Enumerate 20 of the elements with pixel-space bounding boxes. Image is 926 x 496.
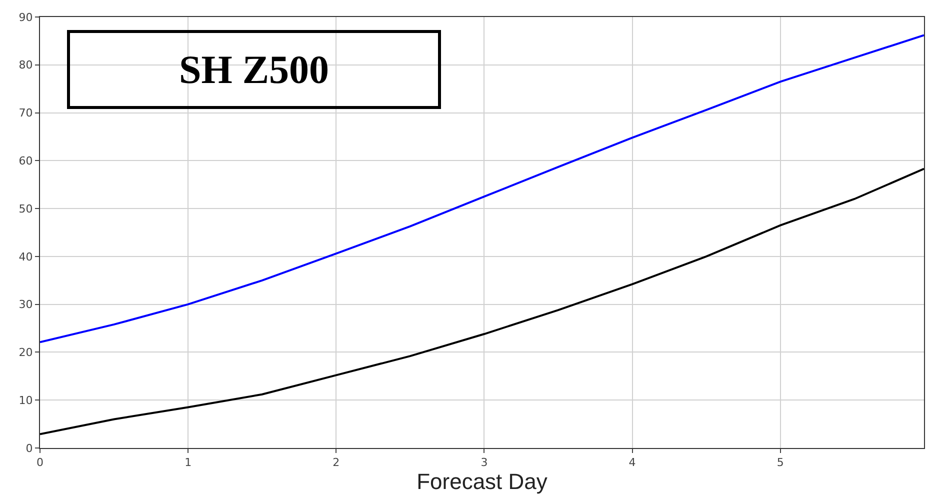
y-tick-label: 60 xyxy=(18,154,33,168)
y-tick-label: 50 xyxy=(18,202,33,216)
y-tick-label: 90 xyxy=(18,10,33,24)
y-tick-label: 20 xyxy=(18,346,33,360)
x-tick-label: 3 xyxy=(480,456,488,470)
x-tick-label: 2 xyxy=(332,456,340,470)
line-series xyxy=(40,34,924,344)
line-series xyxy=(40,168,924,436)
y-tick-label: 0 xyxy=(26,442,33,455)
x-tick-label: 0 xyxy=(36,456,44,470)
x-tick-label: 4 xyxy=(628,456,636,470)
x-tick-label: 5 xyxy=(776,456,784,470)
y-tick-label: 40 xyxy=(18,250,33,264)
x-tick-label: 1 xyxy=(184,456,192,470)
y-tick-label: 10 xyxy=(18,394,33,407)
x-axis-title: Forecast Day xyxy=(416,469,548,494)
y-tick-label: 70 xyxy=(18,106,33,120)
y-tick-label: 80 xyxy=(18,58,33,72)
y-tick-label: 30 xyxy=(18,298,33,312)
annotation: SH Z500 xyxy=(178,47,330,92)
